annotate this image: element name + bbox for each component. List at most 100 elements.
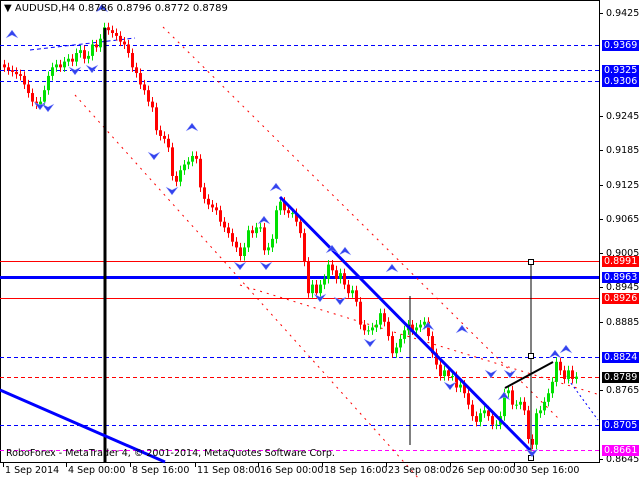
candle-body xyxy=(375,324,378,328)
triangle-down-icon[interactable]: ▼ xyxy=(4,3,12,14)
candle-body xyxy=(479,413,482,422)
candle-body xyxy=(59,64,62,68)
candle xyxy=(191,151,194,167)
price-level-label: 0.8661 xyxy=(602,444,640,456)
chart-header: ▼ AUDUSD,H4 0.8786 0.8796 0.8772 0.8789 xyxy=(4,3,228,14)
candle xyxy=(15,67,18,79)
candle-body xyxy=(27,84,30,94)
candle-body xyxy=(535,413,538,445)
candle xyxy=(263,222,266,255)
trend-dashed-blue xyxy=(29,37,136,51)
y-tick-label: 0.8945 xyxy=(606,281,640,293)
candle-body xyxy=(359,301,362,325)
candle xyxy=(395,342,398,358)
arrow-down-icon xyxy=(85,64,99,74)
arrow-down-icon xyxy=(33,101,47,111)
candle-body xyxy=(191,155,194,162)
candle xyxy=(27,79,30,98)
candle-body xyxy=(319,284,322,294)
candle-body xyxy=(387,321,390,337)
arrow-down-icon xyxy=(313,293,327,303)
candle-body xyxy=(231,233,234,242)
candle-body xyxy=(135,67,138,74)
projection-line xyxy=(564,374,599,421)
candle xyxy=(207,194,210,210)
candle xyxy=(219,205,222,227)
candle xyxy=(135,62,138,78)
arrow-down-icon xyxy=(41,103,55,113)
candle-body xyxy=(575,376,578,379)
candle xyxy=(155,102,158,135)
candle-body xyxy=(555,361,558,382)
trendline-down[interactable] xyxy=(278,195,532,452)
candle xyxy=(419,320,422,333)
candle xyxy=(223,217,226,232)
candle xyxy=(171,142,174,181)
trendline-lower[interactable] xyxy=(0,388,166,464)
candle xyxy=(259,222,262,232)
candle-body xyxy=(515,404,518,406)
candle-body xyxy=(115,33,118,36)
candle xyxy=(375,320,378,333)
candle xyxy=(243,242,246,261)
candle xyxy=(299,217,302,238)
candle-body xyxy=(423,321,426,325)
arrow-up-icon xyxy=(338,246,352,256)
candle xyxy=(515,400,518,410)
candle xyxy=(87,51,90,64)
candle xyxy=(327,260,330,284)
trendline-black[interactable] xyxy=(504,361,554,389)
arrow-up-icon xyxy=(455,324,469,334)
x-tick-label: 4 Sep 00:00 xyxy=(68,465,126,476)
candle xyxy=(55,59,58,72)
candle-body xyxy=(475,416,478,422)
candle-body xyxy=(451,376,454,378)
candle-body xyxy=(31,93,34,102)
measure-line[interactable] xyxy=(528,259,534,461)
candle xyxy=(255,222,258,238)
candle-body xyxy=(243,247,246,257)
candle xyxy=(251,225,254,238)
candle-body xyxy=(531,438,534,445)
handle[interactable] xyxy=(528,353,534,359)
candle xyxy=(571,365,574,384)
candle-body xyxy=(275,210,278,239)
y-tick-label: 0.8645 xyxy=(606,453,640,465)
handle[interactable] xyxy=(528,259,534,265)
candle-body xyxy=(11,70,14,72)
candle xyxy=(527,405,530,444)
candle-body xyxy=(175,175,178,182)
candle xyxy=(271,234,274,253)
candle-body xyxy=(447,370,450,377)
candle-body xyxy=(455,376,458,388)
price-level-label: 0.8926 xyxy=(602,292,640,304)
candle-body xyxy=(299,221,302,234)
candle-body xyxy=(411,324,414,331)
candle xyxy=(479,408,482,427)
x-axis xyxy=(3,462,515,467)
price-level-label: 0.8991 xyxy=(602,255,640,267)
candle xyxy=(31,88,34,107)
candle xyxy=(3,59,6,72)
candle xyxy=(187,157,190,170)
candle-body xyxy=(107,27,110,31)
candle-body xyxy=(251,230,254,234)
candle-body xyxy=(139,73,142,85)
candle-body xyxy=(363,324,366,331)
candle-body xyxy=(507,390,510,394)
symbol-label: AUDUSD,H4 xyxy=(14,3,76,14)
candle xyxy=(99,34,102,52)
candle xyxy=(559,357,562,375)
candle xyxy=(239,242,242,261)
candle-body xyxy=(351,290,354,294)
candle-body xyxy=(547,393,550,402)
candle-body xyxy=(559,361,562,371)
candle xyxy=(371,322,374,335)
y-axis xyxy=(599,13,603,460)
candle-body xyxy=(415,327,418,331)
candle xyxy=(403,325,406,344)
candle-body xyxy=(443,370,446,377)
candle xyxy=(555,357,558,387)
candle xyxy=(427,317,430,341)
